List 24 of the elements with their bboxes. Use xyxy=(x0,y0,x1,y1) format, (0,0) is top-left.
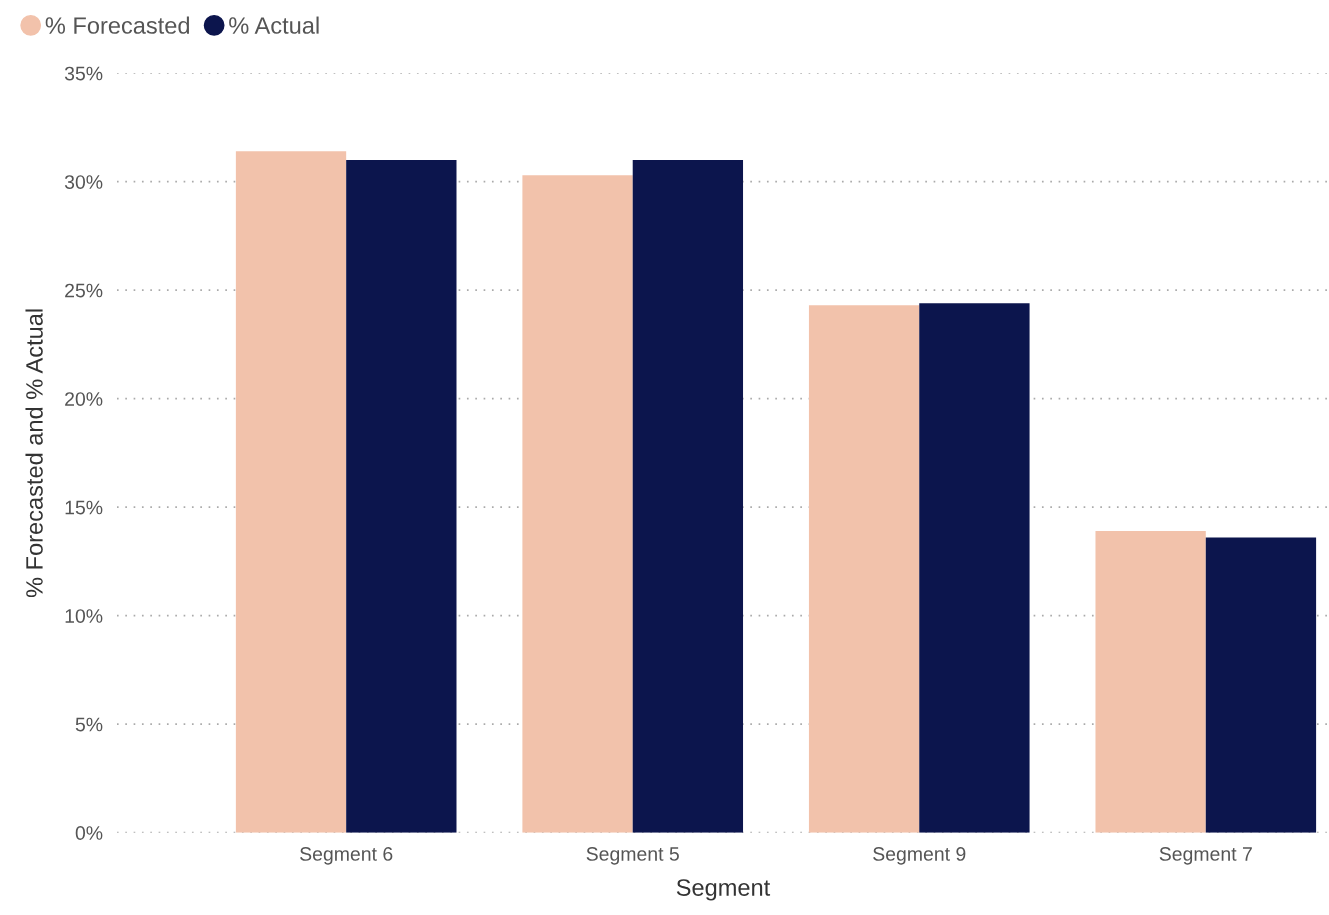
bar xyxy=(1205,537,1317,833)
y-tick-label: 20% xyxy=(65,392,103,406)
bar xyxy=(235,151,347,833)
legend-label: % Forecasted xyxy=(45,16,190,34)
legend-label: % Actual xyxy=(229,16,319,34)
y-tick-label: 10% xyxy=(65,609,103,623)
x-tick-label: Segment 6 xyxy=(300,847,393,865)
bar xyxy=(522,175,633,833)
x-tick-label: Segment 9 xyxy=(873,847,966,865)
x-tick-label: Segment 5 xyxy=(586,847,679,865)
bar xyxy=(632,159,744,833)
x-axis-title: Segment xyxy=(676,879,771,901)
bar xyxy=(919,303,1030,833)
y-tick-label: 25% xyxy=(65,283,103,298)
y-tick-label: 15% xyxy=(65,500,103,515)
y-tick-label: 35% xyxy=(64,66,103,81)
y-tick-label: 0% xyxy=(75,826,103,840)
x-tick-label: Segment 7 xyxy=(1159,847,1252,865)
y-tick-label: 5% xyxy=(75,717,103,732)
bar xyxy=(1095,531,1206,833)
bar xyxy=(346,159,457,833)
y-axis-title: % Forecasted and % Actual xyxy=(25,309,43,598)
y-tick-label: 30% xyxy=(64,175,103,189)
bar xyxy=(808,305,920,833)
